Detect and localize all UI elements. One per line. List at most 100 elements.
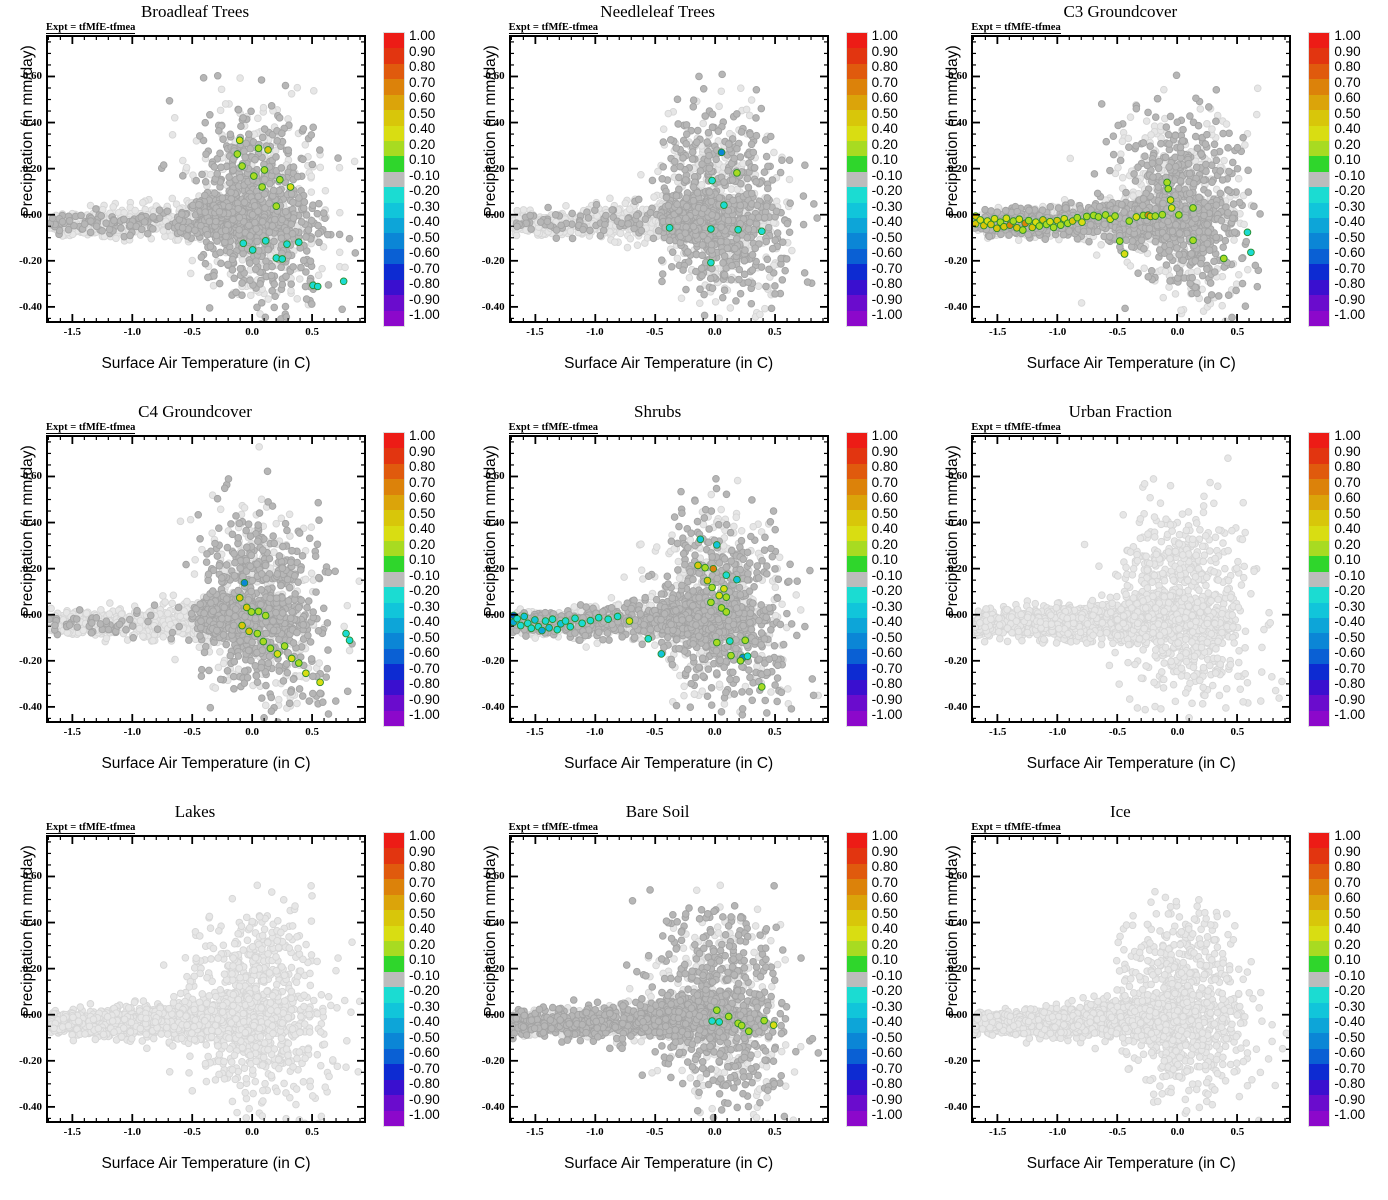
x-axis-label: Surface Air Temperature (in C) [971,355,1291,373]
colorbar-tick-label: -0.40 [872,215,903,229]
colorbar-band-14 [384,1048,404,1065]
colorbar-band-5 [1309,910,1330,926]
y-axis-tick-label: 0.40 [485,917,504,929]
colorbar-tick-label: -0.90 [409,1093,440,1107]
colorbar-tick-label: -0.80 [409,1077,440,1091]
colorbar-tick-label: -0.40 [409,215,440,229]
colorbar-band-13 [1309,633,1330,649]
x-axis-tick-label: -1.5 [989,1126,1006,1138]
y-axis-label: Precipitation (in mm/day) [482,11,500,251]
colorbar-band-4 [384,894,404,911]
y-axis-tick-label: 0.20 [948,963,967,975]
colorbar-band-8 [384,156,404,172]
colorbar-band-14 [846,248,867,265]
colorbar-band-0 [846,833,867,849]
plot-area [971,835,1292,1123]
colorbar-tick-label: 0.50 [872,906,898,920]
colorbar-tick-label: 0.40 [409,122,435,136]
y-axis-tick-label: 0.40 [485,117,504,129]
colorbar-tick-label: 0.10 [1334,153,1360,167]
colorbar-band-3 [384,479,404,495]
colorbar-tick-label: 0.40 [409,922,435,936]
colorbar-tick-label: -0.60 [1334,246,1365,260]
colorbar-tick-label: -0.60 [409,1046,440,1060]
colorbar-band-10 [846,987,867,1003]
colorbar-band-4 [384,94,404,111]
colorbar-tick-label: -0.50 [1334,231,1365,245]
y-axis-tick-label: -0.40 [19,301,42,313]
colorbar-band-4 [846,494,867,511]
colorbar-tick-label: -0.10 [409,968,440,982]
colorbar-tick-label: 0.90 [872,844,898,858]
colorbar-tick-label: 0.60 [872,91,898,105]
colorbar-tick-label: 0.20 [1334,137,1360,151]
y-axis-tick-label: 0.60 [23,70,42,82]
colorbar-band-8 [846,956,867,972]
colorbar-band-13 [1309,1033,1330,1049]
x-axis-tick-label: 0.0 [1171,326,1185,338]
colorbar-tick-label: -0.70 [409,1062,440,1076]
colorbar-band-8 [846,156,867,172]
colorbar-band-0 [1309,33,1330,49]
panel-title: Broadleaf Trees [0,2,390,22]
y-axis-tick-label: 0.20 [23,563,42,575]
colorbar-band-18 [846,710,867,727]
colorbar-tick-label: -0.10 [409,568,440,582]
y-axis-tick-label: 0.00 [485,209,504,221]
colorbar-tick-label: -0.50 [1334,631,1365,645]
x-axis-tick-label: -1.5 [989,726,1006,738]
colorbar-tick-label: -0.60 [409,246,440,260]
colorbar-band-15 [1309,664,1330,680]
colorbar-band-11 [846,602,867,619]
colorbar-band-3 [846,79,867,95]
colorbar-tick-label: 0.60 [1334,891,1360,905]
colorbar-tick-label: 0.90 [872,44,898,58]
y-axis-tick-label: -0.20 [19,1055,42,1067]
colorbar-band-6 [846,125,867,141]
colorbar-band-2 [1309,63,1330,80]
colorbar-band-18 [1309,310,1330,327]
colorbar-tick-label: -0.30 [872,600,903,614]
x-axis-tick-label: 0.0 [708,726,722,738]
y-axis-tick-label: -0.20 [19,655,42,667]
x-axis-tick-label: -0.5 [1109,326,1126,338]
colorbar-tick-label: -0.80 [1334,1077,1365,1091]
colorbar-labels: 1.00 0.90 0.80 0.70 0.60 0.50 0.40 0.20 0.10 -0.1… [872,424,920,735]
colorbar-band-8 [846,556,867,572]
colorbar-band-12 [1309,218,1330,234]
colorbar-tick-label: 0.40 [872,122,898,136]
x-axis-tick-label: -1.0 [586,726,603,738]
scatter-panel-lakes: Lakes Expt = tfMfE-tfmea -1.5 -1.0 -0.5 0.0 0.… [0,800,462,1200]
x-axis-label: Surface Air Temperature (in C) [46,355,366,373]
colorbar-band-2 [846,463,867,480]
y-axis-tick-label: 0.20 [23,963,42,975]
colorbar-labels: 1.00 0.90 0.80 0.70 0.60 0.50 0.40 0.20 0.10 -0.1… [1334,824,1382,1135]
colorbar-band-4 [1309,494,1330,511]
colorbar-band-9 [384,571,404,588]
colorbar-band-12 [846,218,867,234]
colorbar-band-12 [846,1018,867,1034]
x-axis-tick-label: 0.5 [305,326,319,338]
colorbar-band-9 [384,171,404,188]
colorbar-tick-label: 0.20 [1334,937,1360,951]
colorbar-tick-label: 0.50 [1334,906,1360,920]
colorbar-band-5 [1309,510,1330,526]
colorbar-band-18 [384,710,404,727]
colorbar-band-17 [384,295,404,311]
colorbar-band-3 [846,879,867,895]
colorbar-band-10 [1309,587,1330,603]
colorbar-band-17 [1309,1095,1330,1111]
y-axis-tick-label: 0.60 [948,470,967,482]
colorbar-band-13 [384,633,404,649]
colorbar-tick-label: 0.90 [409,844,435,858]
colorbar-band-18 [1309,1110,1330,1127]
colorbar-tick-label: 0.10 [872,553,898,567]
colorbar-band-9 [846,571,867,588]
colorbar-band-15 [1309,264,1330,280]
colorbar-band-17 [1309,695,1330,711]
x-axis-label: Surface Air Temperature (in C) [509,355,829,373]
y-axis-label: Precipitation (in mm/day) [19,811,37,1051]
x-axis-tick-label: 0.5 [768,326,782,338]
x-axis-tick-label: 0.0 [1171,1126,1185,1138]
